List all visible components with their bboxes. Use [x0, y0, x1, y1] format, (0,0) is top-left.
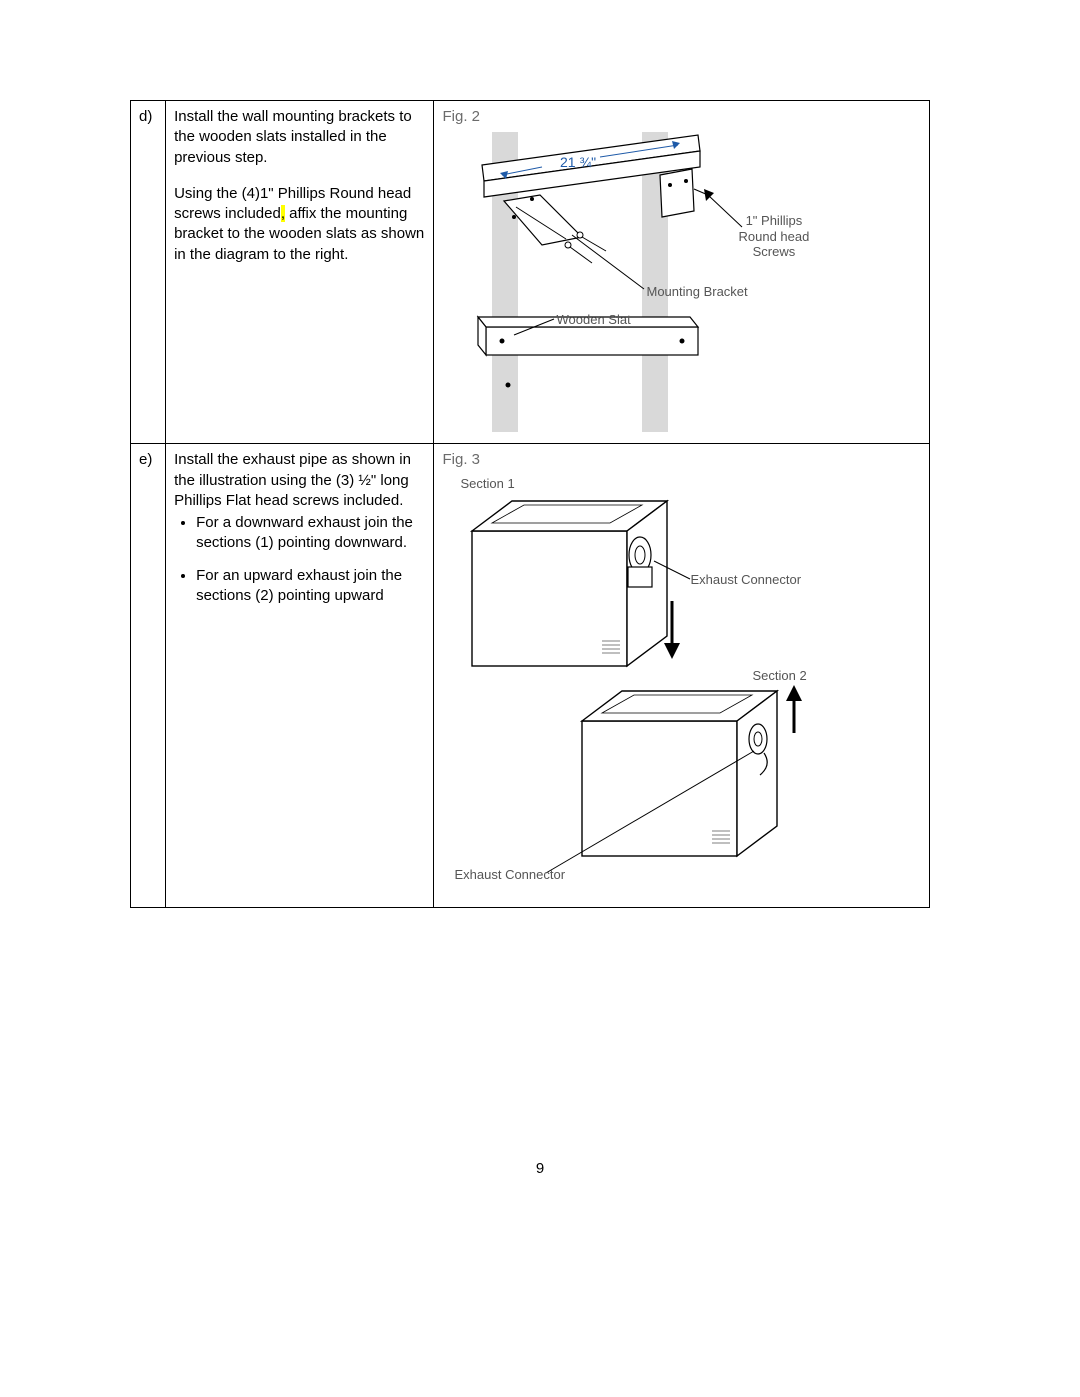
instruction-table: d) Install the wall mounting brackets to…	[130, 100, 930, 908]
figure-title: Fig. 3	[442, 451, 480, 468]
section2-label: Section 2	[752, 667, 806, 685]
dim-text: 21 ¾"	[560, 154, 596, 170]
bracket-label: Mounting Bracket	[646, 283, 747, 301]
page-content: d) Install the wall mounting brackets to…	[130, 100, 930, 908]
exhaust2-label: Exhaust Connector	[454, 866, 565, 884]
table-row: e) Install the exhaust pipe as shown in …	[131, 444, 930, 907]
fig2-svg: 21 ¾"	[442, 127, 902, 437]
instruction-paragraph: Install the wall mounting brackets to th…	[174, 107, 425, 168]
instruction-paragraph: Install the exhaust pipe as shown in the…	[174, 450, 425, 511]
figure-3-diagram: Section 1 Exhaust Connector Section 2 Ex…	[442, 471, 921, 901]
section1-label: Section 1	[460, 475, 514, 493]
screws-label: 1" Phillips Round head Screws	[738, 213, 809, 260]
slat-label: Wooden Slat	[556, 311, 630, 329]
instruction-cell-d: Install the wall mounting brackets to th…	[166, 101, 434, 444]
table-row: d) Install the wall mounting brackets to…	[131, 101, 930, 444]
bullet-item: For a downward exhaust join the sections…	[196, 513, 425, 554]
instruction-paragraph: Using the (4)1" Phillips Round head scre…	[174, 184, 425, 265]
figure-2-diagram: 21 ¾" 1" Phillips Round head Screws Moun…	[442, 127, 921, 437]
step-label: e)	[139, 451, 152, 468]
instruction-cell-e: Install the exhaust pipe as shown in the…	[166, 444, 434, 907]
figure-title: Fig. 2	[442, 108, 480, 125]
step-cell-e: e)	[131, 444, 166, 907]
figure-cell-d: Fig. 2	[434, 101, 930, 444]
fig3-svg	[442, 471, 902, 901]
step-label: d)	[139, 108, 152, 125]
exhaust1-label: Exhaust Connector	[690, 571, 801, 589]
step-cell-d: d)	[131, 101, 166, 444]
page-number: 9	[0, 1160, 1080, 1177]
bullet-item: For an upward exhaust join the sections …	[196, 566, 425, 607]
figure-cell-e: Fig. 3	[434, 444, 930, 907]
instruction-bullets: For a downward exhaust join the sections…	[174, 513, 425, 606]
